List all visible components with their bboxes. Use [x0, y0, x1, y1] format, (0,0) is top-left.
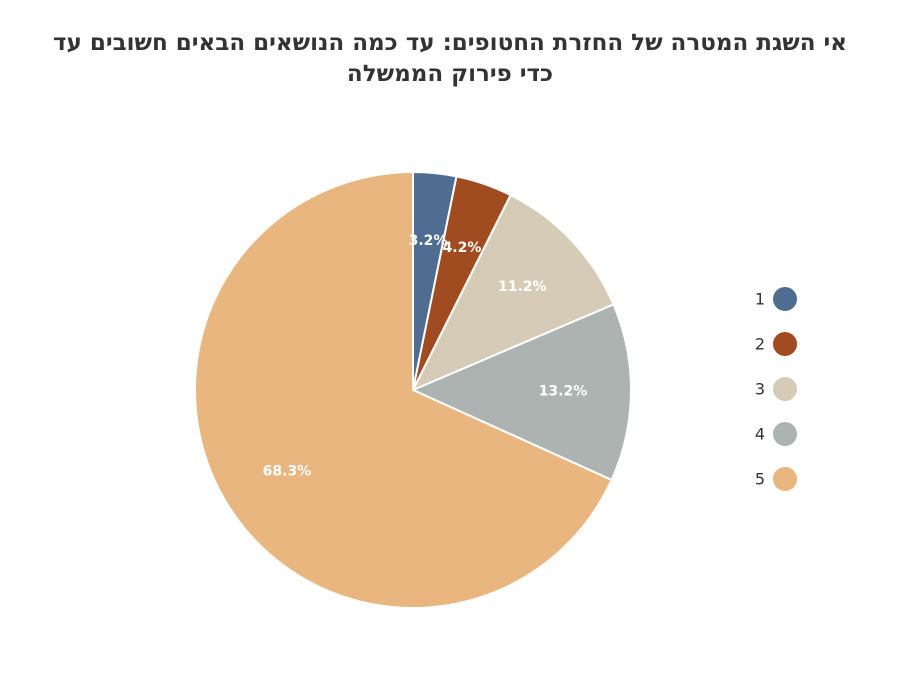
legend-swatch-1 — [773, 287, 797, 311]
legend-item-2[interactable]: 2 — [755, 332, 797, 356]
legend-item-3[interactable]: 3 — [755, 377, 797, 401]
chart-title: אי השגת המטרה של החזרת החטופים: עד כמה ה… — [52, 30, 848, 87]
legend-item-1[interactable]: 1 — [755, 287, 797, 311]
pie-slices — [194, 171, 632, 609]
legend-item-4[interactable]: 4 — [755, 422, 797, 446]
slice-labels: 3.2%4.2% 11.2% 13.2% 68.3% — [263, 233, 588, 480]
legend: 1 2 3 4 5 — [755, 287, 797, 491]
legend-label-2: 2 — [755, 335, 765, 354]
legend-label-3: 3 — [755, 380, 765, 399]
slice-label-3: 11.2% — [498, 279, 547, 295]
slice-label-5: 68.3% — [263, 463, 312, 479]
legend-label-4: 4 — [755, 425, 765, 444]
slice-label-1: 3.2% — [409, 233, 448, 249]
legend-swatch-3 — [773, 377, 797, 401]
legend-label-1: 1 — [755, 290, 765, 309]
legend-swatch-4 — [773, 422, 797, 446]
pie-slice-3 — [412, 194, 615, 391]
slice-label-4: 13.2% — [539, 384, 588, 400]
legend-label-5: 5 — [755, 470, 765, 489]
pie-slice-4 — [412, 303, 632, 481]
pie-slice-5 — [194, 171, 613, 609]
legend-swatch-5 — [773, 467, 797, 491]
legend-swatch-2 — [773, 332, 797, 356]
legend-item-5[interactable]: 5 — [755, 467, 797, 491]
slice-label-2: 4.2% — [443, 240, 482, 256]
